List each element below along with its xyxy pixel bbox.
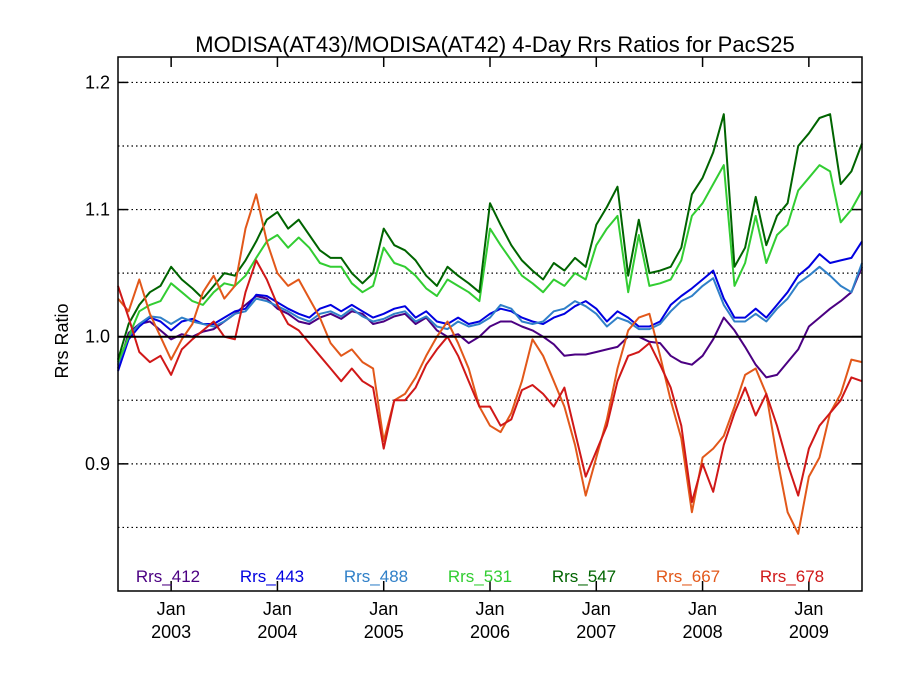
x-tick-label-year: 2004 [257,622,297,642]
legend-entry-rrs-547: Rrs_547 [552,567,616,586]
x-tick-label-month: Jan [475,599,504,619]
x-tick-labels: Jan 2003 Jan 2004 Jan 2005 Jan 2006 Jan 2007 Jan 20… [151,599,829,642]
series-line-rrs-667 [117,193,863,535]
axis-ticks [118,57,862,591]
x-tick-label-year: 2005 [364,622,404,642]
x-tick-label-month: Jan [263,599,292,619]
x-tick-label-year: 2003 [151,622,191,642]
legend-entry-rrs-488: Rrs_488 [344,567,408,586]
x-tick-label-year: 2006 [470,622,510,642]
legend-entry-rrs-531: Rrs_531 [448,567,512,586]
series-line-rrs-531 [117,164,863,363]
x-tick-label-year: 2009 [789,622,829,642]
x-tick-label-year: 2008 [683,622,723,642]
y-tick-label: 1.0 [85,327,110,347]
legend-entry-rrs-412: Rrs_412 [136,567,200,586]
x-tick-label-month: Jan [582,599,611,619]
plot-frame [117,56,863,592]
gridlines [118,81,862,529]
legend-entry-rrs-678: Rrs_678 [760,567,824,586]
y-axis-label: Rrs Ratio [52,303,72,378]
x-tick-label-month: Jan [794,599,823,619]
chart-title: MODISA(AT43)/MODISA(AT42) 4-Day Rrs Rati… [195,32,794,57]
y-tick-label: 0.9 [85,454,110,474]
legend-entry-rrs-667: Rrs_667 [656,567,720,586]
series-line-rrs-412 [117,266,863,379]
series-line-rrs-678 [117,259,863,503]
y-tick-labels: 0.9 1.0 1.1 1.2 [85,72,110,473]
x-tick-label-month: Jan [688,599,717,619]
series-lines [117,113,863,535]
x-tick-label-month: Jan [369,599,398,619]
legend-entry-rrs-443: Rrs_443 [240,567,304,586]
series-line-rrs-443 [117,240,863,372]
y-tick-label: 1.2 [85,72,110,92]
legend: Rrs_412 Rrs_443 Rrs_488 Rrs_531 Rrs_547 Rrs_6… [136,567,824,586]
series-line-rrs-547 [117,113,863,360]
y-tick-label: 1.1 [85,200,110,220]
x-tick-label-year: 2007 [576,622,616,642]
x-tick-label-month: Jan [157,599,186,619]
